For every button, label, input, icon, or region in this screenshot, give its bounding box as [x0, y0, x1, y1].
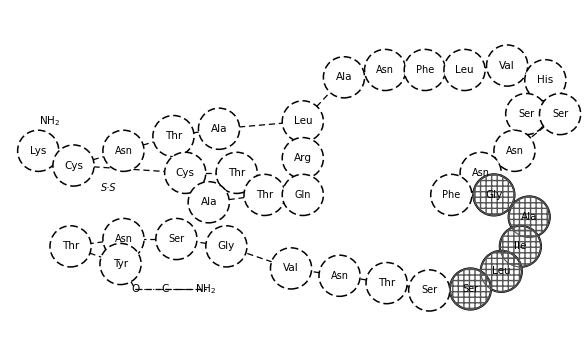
Text: Thr: Thr	[62, 241, 79, 251]
Circle shape	[539, 94, 580, 135]
Circle shape	[430, 174, 472, 215]
Text: O: O	[131, 284, 139, 294]
Text: Asn: Asn	[376, 65, 394, 75]
Text: Ala: Ala	[211, 124, 228, 134]
Circle shape	[506, 94, 547, 135]
Circle shape	[156, 219, 197, 260]
Text: Arg: Arg	[294, 153, 312, 163]
Circle shape	[500, 226, 541, 267]
Circle shape	[282, 137, 323, 179]
Circle shape	[100, 244, 141, 284]
Text: Asn: Asn	[330, 271, 349, 281]
Circle shape	[323, 57, 365, 98]
Text: Ser: Ser	[421, 286, 437, 295]
Text: Tyr: Tyr	[113, 259, 128, 269]
Circle shape	[409, 270, 450, 311]
Circle shape	[494, 130, 535, 171]
Text: NH$_2$: NH$_2$	[195, 282, 216, 296]
Circle shape	[188, 182, 229, 223]
Text: Leu: Leu	[492, 266, 510, 276]
Text: Ser: Ser	[552, 109, 568, 119]
Text: Asn: Asn	[115, 146, 132, 156]
Text: Thr: Thr	[378, 278, 395, 288]
Circle shape	[216, 152, 258, 193]
Circle shape	[365, 49, 406, 90]
Text: His: His	[537, 75, 553, 85]
Circle shape	[153, 116, 194, 157]
Circle shape	[103, 130, 144, 171]
Circle shape	[103, 219, 144, 260]
Text: Asn: Asn	[472, 168, 490, 178]
Circle shape	[319, 255, 360, 296]
Circle shape	[18, 130, 59, 171]
Circle shape	[282, 174, 323, 215]
Text: C: C	[161, 284, 168, 294]
Circle shape	[165, 152, 206, 193]
Text: Phe: Phe	[416, 65, 434, 75]
Circle shape	[244, 174, 285, 215]
Circle shape	[509, 197, 550, 237]
Text: Cys: Cys	[176, 168, 195, 178]
Circle shape	[444, 49, 485, 90]
Circle shape	[366, 262, 407, 304]
Text: Leu: Leu	[293, 116, 312, 126]
Text: Gly: Gly	[485, 190, 503, 200]
Circle shape	[282, 101, 323, 142]
Text: Thr: Thr	[165, 131, 182, 141]
Text: Cys: Cys	[64, 161, 83, 171]
Circle shape	[481, 251, 522, 292]
Circle shape	[473, 174, 514, 215]
Circle shape	[405, 49, 446, 90]
Text: Lys: Lys	[30, 146, 46, 156]
Circle shape	[486, 45, 528, 86]
Text: Leu: Leu	[455, 65, 474, 75]
Text: Thr: Thr	[256, 190, 273, 200]
Circle shape	[198, 108, 240, 149]
Text: Gly: Gly	[218, 241, 235, 251]
Circle shape	[206, 226, 247, 267]
Text: Val: Val	[283, 263, 299, 273]
Text: Asn: Asn	[115, 234, 132, 244]
Text: Ala: Ala	[201, 197, 217, 207]
Text: Ser: Ser	[518, 109, 534, 119]
Text: Phe: Phe	[442, 190, 460, 200]
Text: Gln: Gln	[295, 190, 311, 200]
Text: Ala: Ala	[336, 72, 352, 82]
Text: S·S: S·S	[101, 183, 116, 193]
Text: NH$_2$: NH$_2$	[39, 115, 61, 128]
Text: Asn: Asn	[506, 146, 523, 156]
Text: Val: Val	[499, 61, 515, 70]
Text: Ala: Ala	[521, 212, 537, 222]
Circle shape	[450, 268, 491, 310]
Circle shape	[270, 248, 312, 289]
Circle shape	[524, 60, 566, 101]
Text: Ile: Ile	[514, 241, 527, 251]
Text: Ser: Ser	[168, 234, 185, 244]
Text: Thr: Thr	[228, 168, 245, 178]
Circle shape	[50, 226, 91, 267]
Circle shape	[460, 152, 501, 193]
Text: Ser: Ser	[462, 284, 479, 294]
Circle shape	[53, 145, 94, 186]
